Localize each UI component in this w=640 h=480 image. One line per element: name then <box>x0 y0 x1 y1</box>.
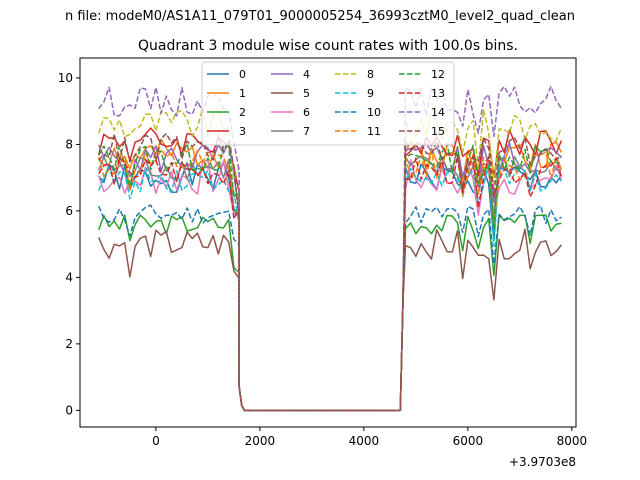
series-line-15 <box>98 132 562 412</box>
series-line-13 <box>98 155 563 412</box>
legend-label-11: 11 <box>367 125 381 138</box>
legend-label-2: 2 <box>239 106 246 119</box>
legend-label-1: 1 <box>239 87 246 100</box>
x-tick-label: 8000 <box>557 434 588 448</box>
y-axis: 0 2 4 6 8 10 <box>58 71 80 417</box>
series-line-10 <box>98 204 562 412</box>
legend-label-4: 4 <box>303 68 310 81</box>
y-tick-label: 4 <box>65 270 73 284</box>
series-layer <box>97 85 563 412</box>
figure-suptitle: n file: modeM0/AS1A11_079T01_9000005254_… <box>65 9 575 24</box>
legend-label-0: 0 <box>239 68 246 81</box>
y-tick-label: 2 <box>65 337 73 351</box>
x-tick-label: 2000 <box>245 434 276 448</box>
legend-label-9: 9 <box>367 87 374 100</box>
series-line-14 <box>98 85 563 412</box>
y-tick-label: 6 <box>65 204 73 218</box>
x-tick-label: 0 <box>152 434 160 448</box>
legend-label-14: 14 <box>431 106 445 119</box>
x-tick-label: 4000 <box>349 434 380 448</box>
x-axis: 0 2000 4000 6000 8000 <box>152 427 587 448</box>
legend-label-5: 5 <box>303 87 310 100</box>
legend-label-3: 3 <box>239 125 246 138</box>
y-tick-label: 10 <box>58 71 73 85</box>
chart-title: Quadrant 3 module wise count rates with … <box>138 38 518 54</box>
series-line-8 <box>97 107 563 412</box>
plot-area-frame <box>79 57 577 428</box>
x-offset-label: +3.9703e8 <box>509 455 576 469</box>
y-tick-label: 0 <box>65 403 73 417</box>
legend-label-6: 6 <box>303 106 310 119</box>
legend-label-13: 13 <box>431 87 445 100</box>
legend-label-7: 7 <box>303 125 310 138</box>
legend-label-10: 10 <box>367 106 381 119</box>
legend-label-12: 12 <box>431 68 445 81</box>
y-tick-label: 8 <box>65 137 73 151</box>
legend-label-8: 8 <box>367 68 374 81</box>
legend-frame <box>201 61 455 146</box>
legend-label-15: 15 <box>431 125 445 138</box>
x-tick-label: 6000 <box>453 434 484 448</box>
